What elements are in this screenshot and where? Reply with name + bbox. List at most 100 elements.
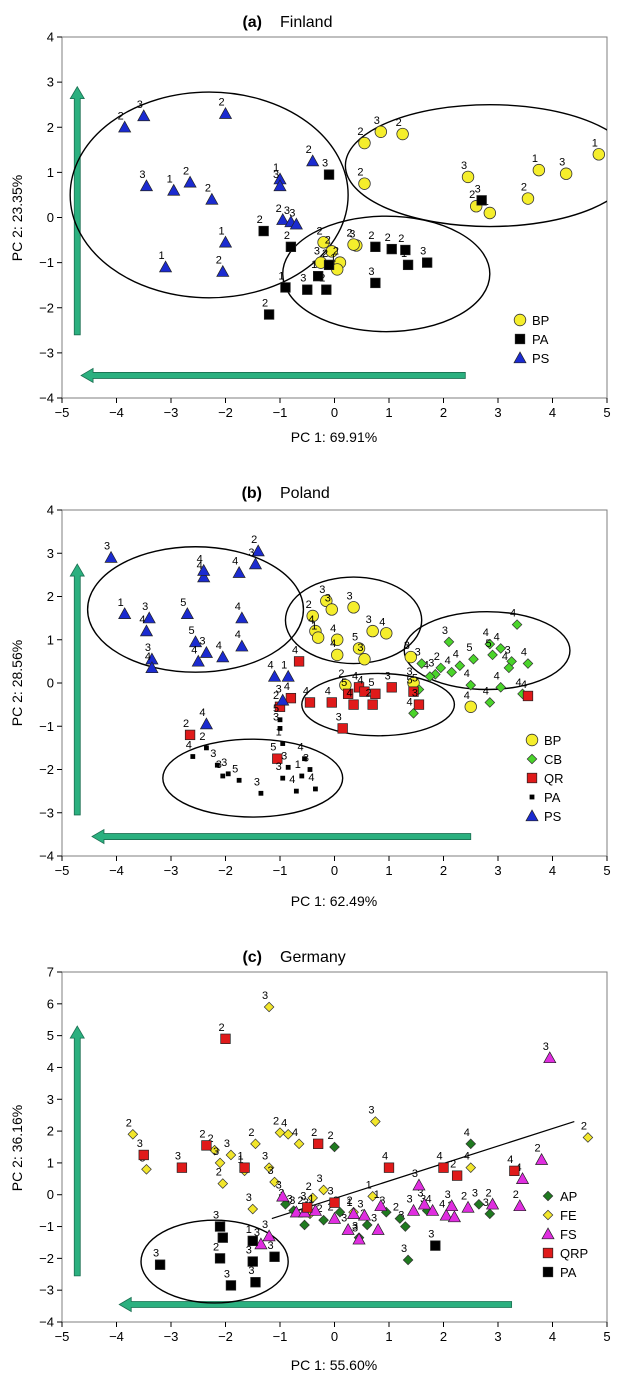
data-point-PS bbox=[218, 106, 233, 119]
data-point-QRP bbox=[383, 1162, 395, 1173]
data-point-CB bbox=[443, 636, 455, 648]
panel-b-tag: (b) bbox=[242, 485, 262, 502]
x-axis-label-b: PC 1: 62.49% bbox=[291, 893, 377, 909]
y-tick-label: 2 bbox=[47, 120, 54, 135]
data-point-QRP bbox=[220, 1033, 231, 1044]
data-point-PS bbox=[197, 570, 211, 583]
data-point-FE bbox=[250, 1138, 261, 1150]
point-label: 3 bbox=[213, 1146, 219, 1158]
point-label: 4 bbox=[510, 608, 516, 620]
x-tick-label: −1 bbox=[273, 405, 288, 420]
point-label: 4 bbox=[289, 774, 295, 786]
data-point-PA bbox=[247, 1235, 258, 1247]
data-point-QR bbox=[285, 692, 297, 704]
legend-label-BP: BP bbox=[532, 313, 549, 328]
point-label: 3 bbox=[314, 246, 320, 258]
data-point-AP bbox=[329, 1141, 340, 1153]
y-tick-label: −3 bbox=[39, 1283, 54, 1298]
arrow-shape bbox=[118, 1296, 513, 1313]
point-label: 3 bbox=[104, 541, 110, 553]
data-point-PA bbox=[400, 244, 411, 256]
point-label: 2 bbox=[251, 534, 257, 546]
point-label: 4 bbox=[357, 675, 363, 687]
data-point-FS bbox=[254, 1237, 268, 1250]
data-point-BP bbox=[483, 206, 497, 220]
data-point-PS bbox=[306, 154, 320, 167]
direction-arrow bbox=[69, 563, 85, 816]
point-label: 1 bbox=[532, 153, 538, 165]
point-label: 3 bbox=[262, 1151, 268, 1163]
point-label: 4 bbox=[453, 649, 459, 661]
point-label: 4 bbox=[445, 655, 451, 667]
data-point-FS bbox=[341, 1223, 355, 1235]
legend: AP FE FS QRP PA bbox=[541, 1189, 588, 1280]
point-label: 2 bbox=[262, 298, 268, 310]
data-point-BP bbox=[347, 601, 360, 614]
point-label: 3 bbox=[357, 642, 363, 654]
x-tick-label: −5 bbox=[55, 863, 70, 878]
data-point-AP bbox=[400, 1221, 411, 1232]
data-point-PA bbox=[430, 1240, 441, 1251]
data-point-BP bbox=[404, 650, 418, 664]
point-label: 2 bbox=[199, 1128, 205, 1140]
direction-arrow bbox=[69, 1025, 85, 1277]
legend-label-QR: QR bbox=[544, 771, 564, 786]
point-label: 1 bbox=[347, 1197, 353, 1209]
data-point-QRP bbox=[329, 1197, 340, 1208]
panel-finland: (a) Finland −5 −4 −3 −2 −1 0 1 2 3 4 5−4−3−2−10123… bbox=[9, 14, 611, 445]
point-label: 3 bbox=[139, 169, 145, 181]
plot-content: 2433333233333223322323231333244233214233… bbox=[69, 990, 594, 1313]
point-label: 3 bbox=[417, 1187, 423, 1199]
point-label: 3 bbox=[428, 657, 434, 669]
point-label: 2 bbox=[396, 117, 402, 129]
point-label: 4 bbox=[232, 556, 238, 568]
point-label: 3 bbox=[412, 688, 418, 700]
data-point-AP bbox=[299, 1219, 310, 1231]
x-tick-label: 0 bbox=[331, 863, 338, 878]
x-tick-label: 5 bbox=[603, 405, 610, 420]
point-label: 3 bbox=[246, 1245, 252, 1257]
point-label: 3 bbox=[210, 748, 216, 760]
data-point-PS bbox=[191, 654, 205, 667]
y-tick-label: −2 bbox=[39, 1251, 54, 1266]
data-point-FS bbox=[515, 1172, 530, 1184]
x-tick-label: −3 bbox=[164, 863, 179, 878]
point-label: 1 bbox=[276, 727, 282, 739]
chart-c-marks: −5−4−3−2−1012345−4−3−2−10123456724333332… bbox=[39, 965, 610, 1345]
point-label: 1 bbox=[401, 248, 407, 260]
point-label: 2 bbox=[347, 1195, 353, 1207]
point-label: 3 bbox=[216, 759, 222, 771]
data-point-PA bbox=[280, 775, 286, 781]
point-label: 1 bbox=[246, 1224, 252, 1236]
data-point-FE bbox=[263, 1162, 275, 1173]
point-label: 3 bbox=[428, 1229, 434, 1241]
point-label: 3 bbox=[300, 273, 306, 285]
x-tick-label: −5 bbox=[55, 1329, 70, 1344]
legend-label-QRP: QRP bbox=[560, 1246, 588, 1261]
data-point-PA bbox=[476, 195, 487, 206]
point-label: 2 bbox=[385, 232, 391, 244]
point-label: 2 bbox=[257, 214, 263, 226]
legend-label-PA: PA bbox=[560, 1265, 577, 1280]
x-tick-label: −5 bbox=[55, 405, 70, 420]
x-tick-label: 3 bbox=[494, 863, 501, 878]
point-label: 5 bbox=[368, 677, 374, 689]
point-label: 4 bbox=[281, 1117, 287, 1129]
data-point-QR bbox=[293, 656, 305, 667]
data-point-QRP bbox=[138, 1149, 149, 1161]
panel-b-title: Poland bbox=[280, 485, 330, 502]
data-point-BP bbox=[352, 642, 366, 655]
point-label: 1 bbox=[158, 250, 164, 262]
point-label: 4 bbox=[303, 685, 309, 697]
point-label: 3 bbox=[137, 1138, 143, 1150]
point-label: 3 bbox=[224, 1138, 230, 1150]
data-point-QRP bbox=[313, 1138, 324, 1149]
data-point-PA bbox=[217, 1232, 228, 1243]
point-label: 2 bbox=[213, 1241, 219, 1253]
data-point-QR bbox=[342, 688, 354, 699]
data-point-PA bbox=[386, 243, 397, 255]
data-point-QR bbox=[337, 723, 348, 734]
legend-marker-PS bbox=[513, 351, 527, 364]
cluster-ellipse bbox=[69, 91, 349, 299]
